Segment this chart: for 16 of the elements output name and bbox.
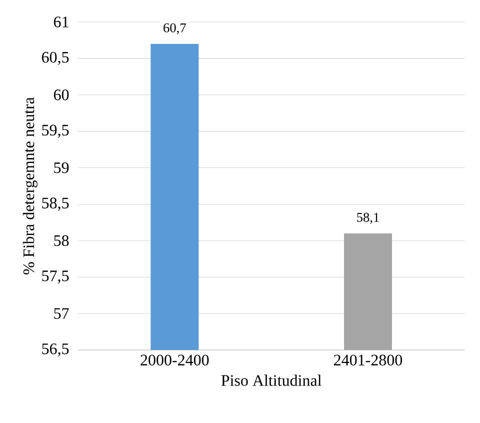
y-axis-title: % Fibra detergemnte neutra xyxy=(22,97,38,274)
y-tick-label: 56,5 xyxy=(42,343,69,357)
y-tick-label: 58 xyxy=(54,235,69,246)
data-label: 58,1 xyxy=(357,212,379,224)
y-tick-label: 59 xyxy=(54,162,69,174)
data-label: 60,7 xyxy=(164,23,186,34)
y-tick-label: 57 xyxy=(54,308,69,319)
y-tick-label: 58,5 xyxy=(42,198,69,211)
y-tick-label: 59,5 xyxy=(42,124,69,138)
y-tick-label: 60 xyxy=(54,89,69,100)
y-tick-label: 60,5 xyxy=(42,52,69,65)
y-tick-label: 57,5 xyxy=(42,270,69,284)
x-axis-title: Piso Altitudinal xyxy=(221,374,322,386)
x-tick-label: 2401-2800 xyxy=(334,354,402,366)
y-tick-label: 61 xyxy=(54,16,68,28)
x-tick-label: 2000-2400 xyxy=(140,354,209,366)
